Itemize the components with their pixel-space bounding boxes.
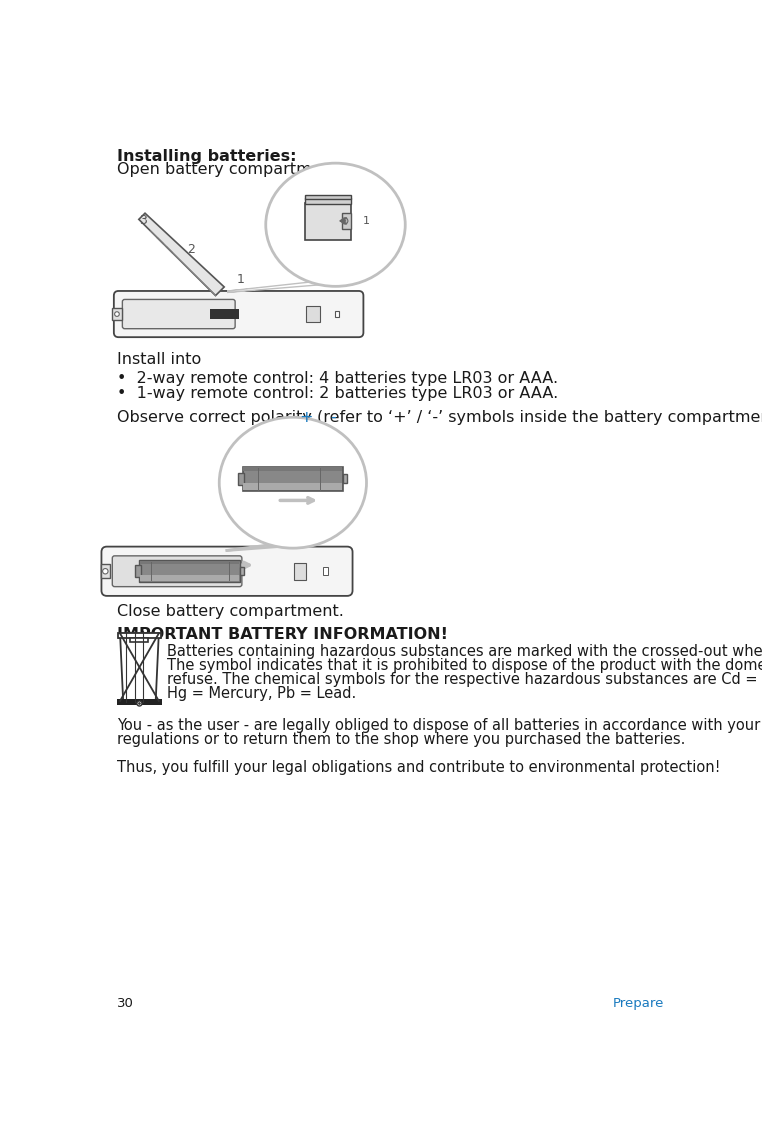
Text: Installing batteries:: Installing batteries: — [117, 149, 296, 163]
Bar — [335, 311, 339, 317]
Circle shape — [103, 569, 108, 574]
Bar — [112, 308, 122, 320]
Bar — [243, 482, 342, 490]
Circle shape — [341, 218, 348, 224]
Bar — [240, 568, 244, 575]
Bar — [341, 213, 351, 228]
Bar — [305, 195, 351, 199]
Ellipse shape — [266, 163, 405, 286]
Polygon shape — [139, 213, 224, 295]
Text: The symbol indicates that it is prohibited to dispose of the product with the do: The symbol indicates that it is prohibit… — [167, 658, 762, 673]
Text: Install into: Install into — [117, 352, 201, 367]
Text: Prepare: Prepare — [613, 997, 664, 1010]
Bar — [135, 565, 141, 578]
Bar — [210, 310, 239, 319]
Text: IMPORTANT BATTERY INFORMATION!: IMPORTANT BATTERY INFORMATION! — [117, 628, 448, 642]
Polygon shape — [227, 283, 339, 292]
FancyBboxPatch shape — [112, 556, 242, 587]
Text: Close battery compartment.: Close battery compartment. — [117, 604, 344, 620]
Text: 3: 3 — [139, 215, 147, 227]
Bar — [140, 575, 239, 581]
Text: 1: 1 — [363, 216, 370, 226]
Bar — [294, 563, 306, 580]
Text: Thus, you fulfill your legal obligations and contribute to environmental protect: Thus, you fulfill your legal obligations… — [117, 760, 720, 775]
Bar — [238, 472, 244, 485]
Bar — [306, 306, 320, 321]
Bar — [117, 633, 161, 638]
Bar — [243, 468, 342, 471]
FancyBboxPatch shape — [114, 291, 363, 337]
Text: -: - — [330, 410, 336, 424]
Bar — [242, 466, 343, 491]
Bar — [139, 561, 240, 582]
Ellipse shape — [219, 418, 367, 548]
Text: Hg = Mercury, Pb = Lead.: Hg = Mercury, Pb = Lead. — [167, 686, 356, 701]
Circle shape — [139, 703, 140, 705]
Text: +: + — [299, 410, 313, 424]
Bar — [140, 561, 239, 564]
Text: 1: 1 — [236, 274, 245, 286]
Text: Observe correct polarity (refer to ‘+’ / ‘-’ symbols inside the battery compartm: Observe correct polarity (refer to ‘+’ /… — [117, 410, 762, 424]
Bar — [117, 699, 162, 705]
Text: 30: 30 — [117, 997, 134, 1010]
Bar — [130, 638, 149, 642]
Bar — [305, 203, 351, 241]
Bar — [343, 474, 347, 484]
Text: •  2-way remote control: 4 batteries type LR03 or AAA.: • 2-way remote control: 4 batteries type… — [117, 371, 558, 386]
Circle shape — [137, 701, 142, 706]
Text: refuse. The chemical symbols for the respective hazardous substances are Cd = Ca: refuse. The chemical symbols for the res… — [167, 672, 762, 687]
Text: regulations or to return them to the shop where you purchased the batteries.: regulations or to return them to the sho… — [117, 732, 685, 747]
Text: Open battery compartment.: Open battery compartment. — [117, 162, 343, 177]
Polygon shape — [227, 283, 339, 292]
FancyBboxPatch shape — [101, 547, 353, 596]
Text: 2: 2 — [187, 243, 195, 255]
Polygon shape — [227, 545, 309, 550]
Circle shape — [114, 312, 120, 317]
Text: You - as the user - are legally obliged to dispose of all batteries in accordanc: You - as the user - are legally obliged … — [117, 718, 762, 733]
Bar — [323, 568, 328, 575]
Text: •  1-way remote control: 2 batteries type LR03 or AAA.: • 1-way remote control: 2 batteries type… — [117, 386, 559, 402]
FancyBboxPatch shape — [123, 300, 235, 329]
Bar — [101, 564, 110, 578]
Polygon shape — [120, 633, 158, 701]
Bar — [305, 197, 351, 204]
Text: Batteries containing hazardous substances are marked with the crossed-out wheele: Batteries containing hazardous substance… — [167, 645, 762, 659]
